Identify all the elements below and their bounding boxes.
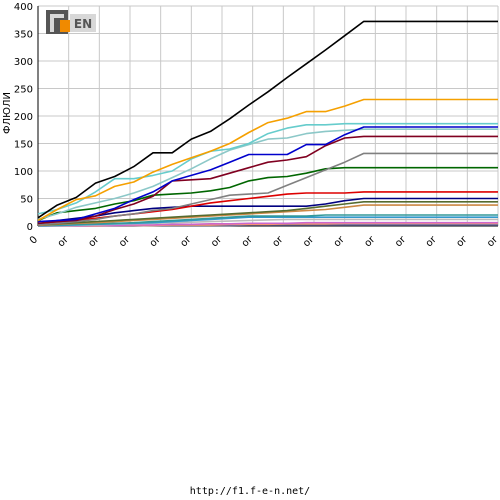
x-tick-label: or	[424, 234, 440, 250]
series-line	[37, 126, 498, 223]
x-tick-label: or	[56, 234, 72, 250]
x-tick-label: or	[362, 234, 378, 250]
series-line	[37, 135, 498, 225]
y-tick-label: 200	[14, 112, 33, 123]
logo-f-bar	[50, 14, 64, 18]
x-tick-label: 0	[28, 234, 40, 246]
x-tick-label: or	[148, 234, 164, 250]
logo-accent	[60, 20, 70, 32]
x-tick-label: or	[485, 234, 500, 250]
x-tick-label: or	[86, 234, 102, 250]
series-line	[37, 214, 498, 227]
footer-url: http://f1.f-e-n.net/	[189, 486, 311, 497]
y-tick-label: 0	[27, 222, 33, 233]
y-axis-title: ФЛЮЛИ	[2, 92, 13, 134]
y-tick-label: 50	[20, 195, 33, 206]
x-tick-label: or	[240, 234, 256, 250]
series-line	[37, 152, 498, 226]
series-line	[37, 20, 498, 219]
logo-en-glyph: EN	[74, 17, 92, 31]
f1en-logo: EN	[46, 8, 98, 36]
x-tick-label: or	[301, 234, 317, 250]
x-tick-label: or	[209, 234, 225, 250]
series-lines	[37, 20, 498, 227]
logo-f-stem	[50, 14, 54, 32]
x-tick-label: or	[454, 234, 470, 250]
series-line	[38, 221, 498, 227]
x-tick-label: or	[270, 234, 286, 250]
series-line	[37, 204, 498, 227]
series-line	[37, 128, 498, 221]
y-tick-label: 150	[14, 140, 33, 151]
y-tick-label: 300	[14, 57, 33, 68]
series-line	[37, 98, 498, 222]
y-tick-label: 350	[14, 30, 33, 41]
x-tick-label: or	[393, 234, 409, 250]
y-tick-labels: 0 50 100 150 200 250 300 350 400	[14, 2, 33, 233]
x-tick-label: or	[332, 234, 348, 250]
series-line	[37, 201, 498, 226]
series-line	[37, 122, 498, 215]
y-tick-label: 250	[14, 85, 33, 96]
y-tick-label: 400	[14, 2, 33, 13]
x-tick-labels: 0 or or or or or or or or or or or or or or or	[28, 234, 500, 250]
series-line	[37, 166, 498, 222]
x-tick-label: or	[117, 234, 133, 250]
x-tick-label: or	[178, 234, 194, 250]
series-line	[37, 197, 498, 225]
y-tick-label: 100	[14, 167, 33, 178]
logo-block-light	[70, 14, 96, 32]
